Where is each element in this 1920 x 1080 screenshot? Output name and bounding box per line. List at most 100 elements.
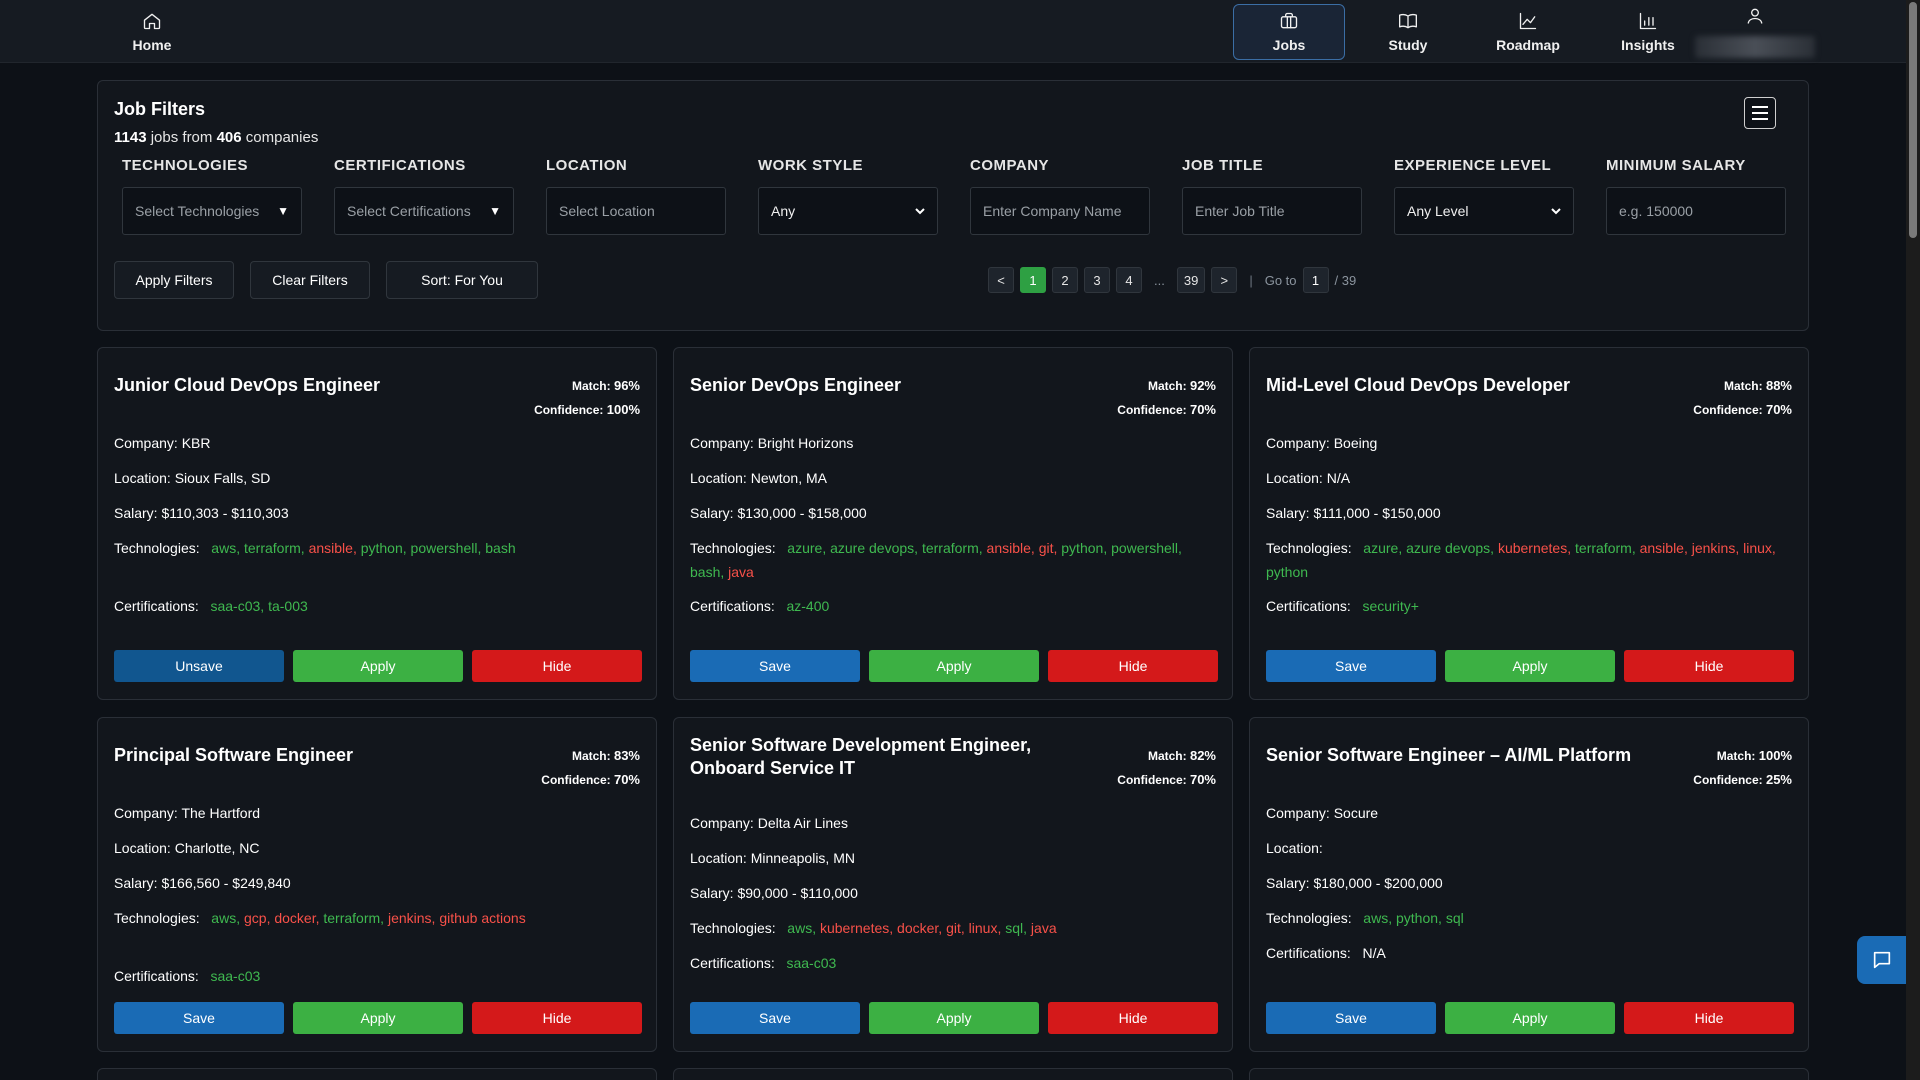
nav-profile[interactable] [1695, 4, 1815, 60]
goto-page-input[interactable]: 1 [1302, 267, 1329, 293]
total-pages: / 39 [1334, 272, 1357, 288]
location-value: Charlotte, NC [174, 840, 260, 856]
next-page-button[interactable]: > [1211, 267, 1238, 293]
tag-separator: , [997, 920, 1006, 936]
min-salary-label: MINIMUM SALARY [1606, 157, 1746, 174]
technologies-dropdown[interactable]: Select Technologies ▼ [122, 187, 302, 235]
technology-tag: ansible [308, 540, 353, 556]
job-title[interactable]: Mid-Level Cloud DevOps Developer [1266, 375, 1571, 395]
certifications-filter: CERTIFICATIONS Select Certifications ▼ [334, 157, 514, 235]
save-button[interactable]: Save [690, 1002, 860, 1034]
bar-chart-icon [1639, 12, 1657, 30]
min-salary-filter: MINIMUM SALARY [1606, 157, 1786, 235]
technology-tag: docker [897, 920, 939, 936]
hide-button[interactable]: Hide [472, 1002, 642, 1034]
work-style-select[interactable]: Any [758, 187, 938, 235]
technology-tag: azure devops [830, 540, 915, 556]
job-title-input[interactable] [1182, 187, 1362, 235]
technology-tag: linux [968, 920, 998, 936]
tag-separator: , [889, 920, 898, 936]
tag-separator: , [1030, 540, 1039, 556]
job-location: Location: Minneapolis, MN [690, 846, 1218, 870]
save-button[interactable]: Save [1266, 1002, 1436, 1034]
match-value: 83% [613, 748, 640, 763]
tag-separator: , [236, 910, 244, 926]
job-title-filter: JOB TITLE [1182, 157, 1362, 235]
company-value: Boeing [1333, 435, 1378, 451]
nav-jobs[interactable]: Jobs [1233, 4, 1345, 60]
match-label: Match: [571, 379, 611, 393]
last-page-button[interactable]: 39 [1176, 267, 1206, 293]
job-title[interactable]: Senior Software Development Engineer, On… [690, 735, 1032, 778]
top-navbar: Home Jobs Study Roadmap Insights [0, 0, 1906, 63]
save-button[interactable]: Save [1266, 650, 1436, 682]
company-value: KBR [181, 435, 211, 451]
nav-home[interactable]: Home [97, 4, 207, 60]
job-technologies: Technologies: aws, terraform, ansible, p… [114, 536, 642, 560]
nav-roadmap[interactable]: Roadmap [1473, 4, 1583, 60]
page-button[interactable]: 3 [1084, 267, 1110, 293]
apply-button[interactable]: Apply [869, 650, 1039, 682]
work-style-label: WORK STYLE [758, 157, 863, 174]
salary-label: Salary: [114, 505, 158, 521]
tag-separator: , [960, 920, 969, 936]
job-title[interactable]: Principal Software Engineer [114, 745, 354, 765]
salary-label: Salary: [690, 505, 734, 521]
unsave-button[interactable]: Unsave [114, 650, 284, 682]
nav-insights[interactable]: Insights [1593, 4, 1703, 60]
sort-button[interactable]: Sort: For You [386, 261, 538, 299]
certifications-dropdown[interactable]: Select Certifications ▼ [334, 187, 514, 235]
job-technologies: Technologies: aws, kubernetes, docker, g… [690, 916, 1218, 940]
experience-value: Any Level [1407, 203, 1469, 219]
job-certifications: Certifications: N/A [1266, 941, 1794, 965]
pagination: < 1 2 3 4 ... 39 > | Go to 1 / 39 [988, 266, 1356, 294]
job-title[interactable]: Senior DevOps Engineer [690, 375, 902, 395]
certifications-label: Certifications: [1266, 598, 1351, 614]
match-label: Match: [1716, 749, 1756, 763]
hide-button[interactable]: Hide [472, 650, 642, 682]
job-title[interactable]: Senior Software Engineer – AI/ML Platfor… [1266, 745, 1632, 765]
location-value: Minneapolis, MN [750, 850, 855, 866]
page-button[interactable]: 4 [1116, 267, 1142, 293]
work-style-value: Any [771, 203, 796, 219]
menu-icon [1752, 106, 1768, 108]
company-input[interactable] [970, 187, 1150, 235]
hide-button[interactable]: Hide [1048, 650, 1218, 682]
page-scrollbar[interactable] [1906, 0, 1920, 1080]
location-label: Location: [1266, 470, 1323, 486]
clear-filters-button[interactable]: Clear Filters [250, 261, 370, 299]
location-label: Location: [114, 840, 171, 856]
page-button[interactable]: 1 [1020, 267, 1046, 293]
job-title[interactable]: Junior Cloud DevOps Engineer [114, 375, 381, 395]
experience-select[interactable]: Any Level [1394, 187, 1574, 235]
hide-button[interactable]: Hide [1048, 1002, 1218, 1034]
prev-page-button[interactable]: < [988, 267, 1014, 293]
page-button[interactable]: 2 [1052, 267, 1078, 293]
confidence-label: Confidence: [1117, 403, 1187, 417]
chat-button[interactable] [1857, 936, 1907, 984]
apply-button[interactable]: Apply [869, 1002, 1039, 1034]
save-button[interactable]: Save [690, 650, 860, 682]
location-input[interactable] [546, 187, 726, 235]
filters-menu-button[interactable] [1744, 97, 1776, 129]
nav-study[interactable]: Study [1353, 4, 1463, 60]
job-actions: Save Apply Hide [690, 650, 1218, 682]
technology-tag: aws [211, 910, 237, 926]
book-icon [1399, 13, 1417, 29]
apply-button[interactable]: Apply [293, 650, 463, 682]
apply-filters-button[interactable]: Apply Filters [114, 261, 234, 299]
save-button[interactable]: Save [114, 1002, 284, 1034]
apply-button[interactable]: Apply [1445, 1002, 1615, 1034]
apply-button[interactable]: Apply [1445, 650, 1615, 682]
hide-button[interactable]: Hide [1624, 650, 1794, 682]
location-value: Newton, MA [750, 470, 827, 486]
certification-tag: saa-c03 [210, 598, 261, 614]
scrollbar-thumb[interactable] [1909, 2, 1917, 238]
location-label: Location: [690, 470, 747, 486]
certification-tag: saa-c03 [786, 955, 837, 971]
min-salary-input[interactable] [1606, 187, 1786, 235]
user-icon [1747, 8, 1763, 24]
technology-tag: linux [1743, 540, 1772, 556]
hide-button[interactable]: Hide [1624, 1002, 1794, 1034]
apply-button[interactable]: Apply [293, 1002, 463, 1034]
